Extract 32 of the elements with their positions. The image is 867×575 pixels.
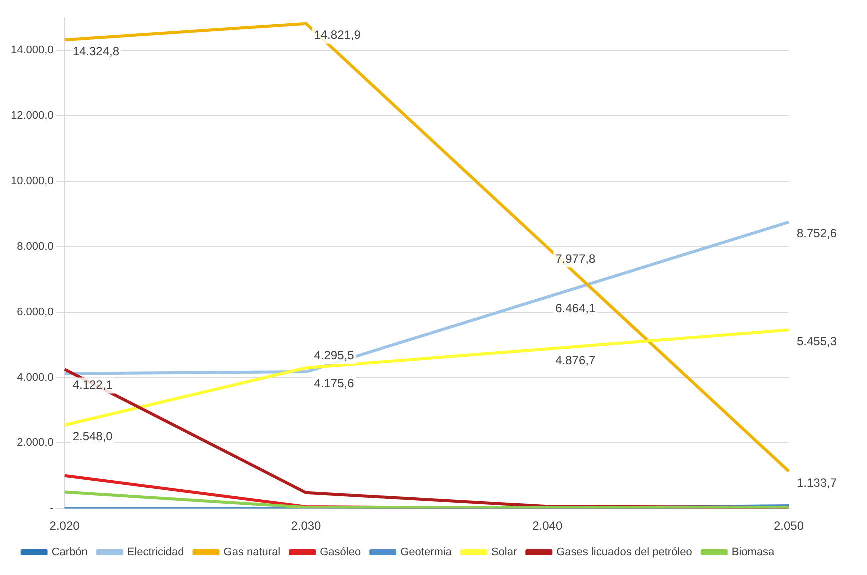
legend-label: Electricidad xyxy=(127,546,184,559)
legend-label: Gas natural xyxy=(224,546,281,559)
y-tick-label: 12.000,0 xyxy=(10,110,54,122)
data-label: 4.122,1 xyxy=(72,378,114,392)
y-tick-label: 14.000,0 xyxy=(10,44,54,57)
data-label: 7.977,8 xyxy=(556,252,596,266)
legend-label: Solar xyxy=(491,546,518,559)
x-tick-label: 2.020 xyxy=(50,519,80,534)
x-tick-label: 2.040 xyxy=(532,519,563,534)
data-label: 1.133,7 xyxy=(797,476,838,490)
data-label: 2.548,0 xyxy=(72,430,114,444)
data-label: 5.455,3 xyxy=(797,334,838,348)
data-label: 14.324,8 xyxy=(72,44,120,58)
data-label: 14.821,9 xyxy=(314,28,362,42)
legend-label: Gases licuados del petróleo xyxy=(556,546,692,559)
legend-label: Gasóleo xyxy=(320,546,362,559)
x-tick-label: 2.050 xyxy=(774,519,804,534)
data-label: 4.295,5 xyxy=(314,348,355,362)
y-tick-label: 6.000,0 xyxy=(17,306,54,318)
legend-label: Biomasa xyxy=(732,546,776,559)
x-tick-label: 2.030 xyxy=(291,519,322,534)
data-label: 4.175,6 xyxy=(314,376,355,390)
legend-label: Geotermia xyxy=(400,546,453,559)
data-label: 4.876,7 xyxy=(556,353,596,368)
legend-label: Carbón xyxy=(52,546,88,559)
y-tick-label: 10.000,0 xyxy=(10,176,54,188)
y-tick-label: - xyxy=(50,502,54,515)
y-tick-label: 2.000,0 xyxy=(17,437,54,450)
y-tick-label: 4.000,0 xyxy=(17,372,54,384)
data-label: 8.752,6 xyxy=(797,226,838,241)
y-tick-label: 8.000,0 xyxy=(17,240,54,253)
data-label: 6.464,1 xyxy=(556,301,596,316)
